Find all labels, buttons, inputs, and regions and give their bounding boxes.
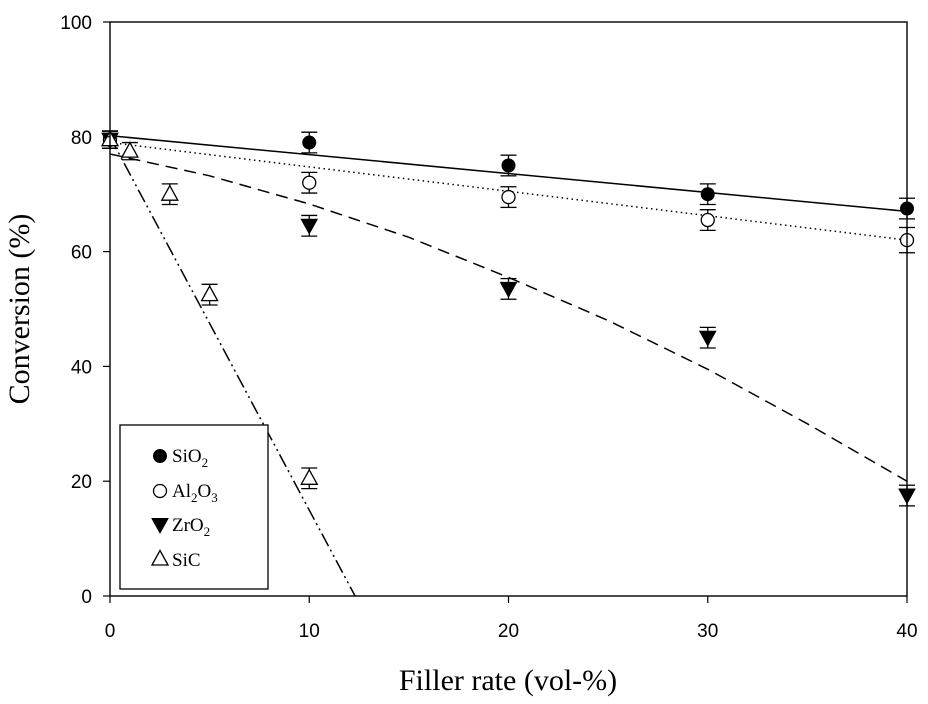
data-point-zro2 xyxy=(499,281,518,298)
legend-label-zro2: ZrO2 xyxy=(172,515,210,539)
data-point-sio2 xyxy=(302,135,317,150)
data-point-zro2 xyxy=(698,330,717,347)
y-tick-label: 60 xyxy=(71,243,92,264)
x-tick-label: 30 xyxy=(697,621,718,642)
axis-ticks: 0 10 20 30 40 0 20 40 60 80 100 xyxy=(60,13,917,642)
x-tick-label: 10 xyxy=(299,621,320,642)
legend: SiO2 Al2O3 ZrO2 SiC xyxy=(119,424,269,590)
data-point-sic xyxy=(120,141,140,158)
data-point-sic xyxy=(300,468,319,485)
legend-marker-zro2 xyxy=(151,518,169,535)
y-axis-label: Conversion (%) xyxy=(3,214,36,405)
data-point-sio2 xyxy=(700,187,715,202)
x-tick-label: 20 xyxy=(498,621,519,642)
data-point-zro2 xyxy=(300,218,319,235)
x-tick-label: 0 xyxy=(105,621,116,642)
data-point-sio2 xyxy=(501,158,516,173)
legend-markers xyxy=(150,449,170,566)
legend-box xyxy=(119,424,269,590)
y-tick-label: 20 xyxy=(71,472,92,493)
data-point-al2o3 xyxy=(700,212,715,228)
legend-marker-sic xyxy=(150,549,170,566)
x-tick-label: 40 xyxy=(896,621,917,642)
fit-line-zro2 xyxy=(109,153,908,482)
legend-label-sic: SiC xyxy=(172,550,201,571)
y-tick-label: 40 xyxy=(71,357,92,378)
legend-label-sio2: SiO2 xyxy=(172,446,208,470)
x-axis-label: Filler rate (vol-%) xyxy=(399,664,617,697)
fit-line-sic xyxy=(109,136,356,597)
y-tick-label: 80 xyxy=(71,128,92,149)
data-point-sic xyxy=(200,284,219,302)
legend-label-al2o3: Al2O3 xyxy=(172,481,218,505)
data-point-sic xyxy=(160,184,179,201)
legend-marker-sio2 xyxy=(153,449,167,463)
y-tick-label: 100 xyxy=(60,13,92,34)
legend-marker-al2o3 xyxy=(152,483,168,499)
data-point-al2o3 xyxy=(501,189,516,205)
y-tick-label: 0 xyxy=(81,587,92,608)
data-point-al2o3 xyxy=(302,175,317,190)
